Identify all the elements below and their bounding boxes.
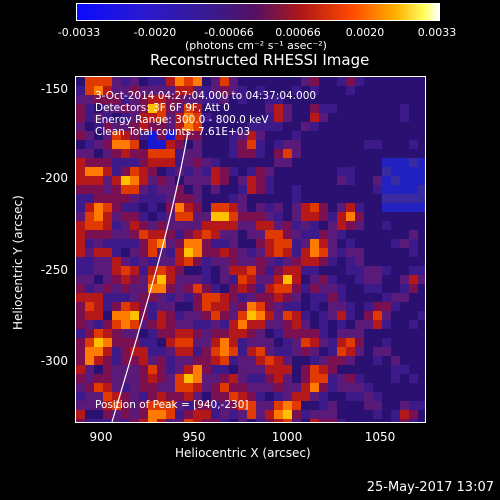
info-detectors: Detectors: 3F 6F 9F, Att 0 (95, 102, 230, 114)
y-tick: -300 (40, 354, 68, 368)
colorbar-tick: -0.00066 (204, 26, 254, 39)
colorbar-units: (photons cm⁻² s⁻¹ asec⁻²) (185, 39, 327, 52)
y-tick: -200 (40, 171, 68, 185)
x-tick: 900 (89, 430, 113, 444)
y-axis-label: Heliocentric Y (arcsec) (11, 195, 25, 330)
colorbar (76, 3, 440, 21)
colorbar-tick: 0.0033 (417, 26, 457, 39)
image-panel (75, 76, 426, 423)
x-tick: 1050 (364, 430, 396, 444)
x-tick: 950 (182, 430, 206, 444)
info-energy-range: Energy Range: 300.0 - 800.0 keV (95, 114, 269, 126)
y-tick: -150 (40, 82, 68, 96)
x-axis-label: Heliocentric X (arcsec) (175, 446, 311, 460)
colorbar-tick: 0.00066 (275, 26, 321, 39)
info-counts: Clean Total counts: 7.61E+03 (95, 126, 251, 138)
y-tick: -250 (40, 263, 68, 277)
generation-timestamp: 25-May-2017 13:07 (366, 480, 494, 495)
peak-position-label: Position of Peak = [940,-230] (95, 399, 249, 411)
page-title: Reconstructed RHESSI Image (150, 51, 370, 69)
colorbar-tick: 0.0020 (345, 26, 385, 39)
colorbar-tick: -0.0033 (57, 26, 101, 39)
info-time-range: 3-Oct-2014 04:27:04.000 to 04:37:04.000 (95, 90, 317, 102)
colorbar-tick: -0.0020 (133, 26, 177, 39)
x-tick: 1000 (271, 430, 303, 444)
